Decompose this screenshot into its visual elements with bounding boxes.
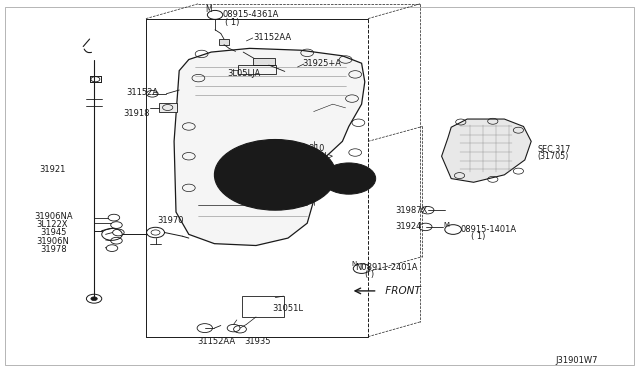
Bar — [242, 296, 284, 317]
Text: ( 1): ( 1) — [225, 18, 239, 27]
Text: ( ): ( ) — [365, 270, 374, 279]
Text: 3L122X: 3L122X — [36, 220, 68, 229]
Circle shape — [331, 168, 367, 189]
Text: 31918: 31918 — [123, 109, 149, 118]
Text: 31945: 31945 — [40, 228, 67, 237]
Bar — [238, 65, 276, 74]
Text: 08915-1401A: 08915-1401A — [461, 225, 517, 234]
Polygon shape — [174, 48, 365, 246]
Text: J31901W7: J31901W7 — [556, 356, 598, 365]
Text: <31020N>: <31020N> — [289, 152, 334, 161]
Text: ( 1): ( 1) — [471, 232, 485, 241]
Text: 31152AA: 31152AA — [253, 33, 291, 42]
Text: FRONT: FRONT — [382, 286, 421, 296]
Text: 31906NA: 31906NA — [34, 212, 72, 221]
Circle shape — [214, 140, 336, 210]
Circle shape — [262, 167, 288, 182]
Text: 31051L: 31051L — [272, 304, 303, 312]
Text: M: M — [205, 5, 212, 14]
Text: 31970: 31970 — [157, 216, 183, 225]
Text: 31906N: 31906N — [36, 237, 69, 246]
Text: 31987X: 31987X — [395, 206, 428, 215]
Bar — [253, 58, 275, 65]
Text: N08911-2401A: N08911-2401A — [355, 263, 418, 272]
Text: SEC.317: SEC.317 — [538, 145, 571, 154]
Text: 31152AA: 31152AA — [197, 337, 236, 346]
Circle shape — [322, 163, 376, 194]
Bar — [159, 103, 177, 112]
Text: M: M — [443, 222, 449, 228]
Circle shape — [91, 297, 97, 301]
Text: 08915-4361A: 08915-4361A — [223, 10, 279, 19]
Text: SEC.310: SEC.310 — [291, 144, 324, 153]
Circle shape — [240, 154, 310, 195]
Text: N: N — [351, 261, 356, 267]
Bar — [219, 39, 229, 45]
Text: 31935: 31935 — [244, 337, 271, 346]
Polygon shape — [442, 119, 531, 182]
Text: 31152A: 31152A — [127, 88, 159, 97]
Text: 31925+A: 31925+A — [302, 59, 341, 68]
Text: (31705): (31705) — [538, 153, 569, 161]
Text: 31924: 31924 — [395, 222, 421, 231]
Text: 31921: 31921 — [40, 165, 66, 174]
Circle shape — [229, 148, 321, 202]
Text: 3L05LJA: 3L05LJA — [227, 69, 260, 78]
Text: 31978: 31978 — [40, 245, 67, 254]
